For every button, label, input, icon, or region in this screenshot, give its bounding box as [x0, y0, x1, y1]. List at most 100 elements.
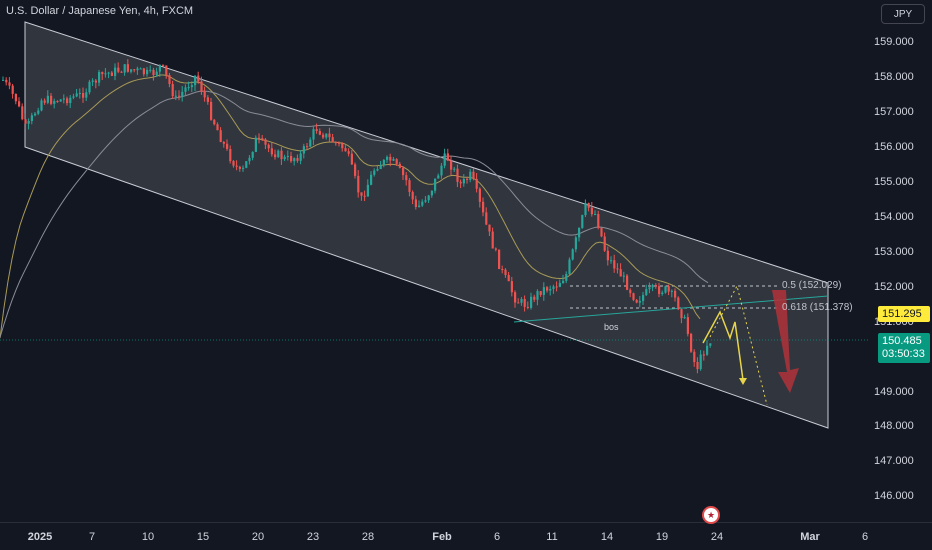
candle-body — [133, 69, 136, 71]
candle-body — [699, 354, 702, 370]
candle-body — [270, 148, 273, 155]
candle-body — [334, 142, 337, 144]
level-price-tag: 151.295 — [878, 306, 930, 322]
projection-path-yellow[interactable] — [702, 310, 744, 381]
candle-body — [174, 95, 177, 97]
candle-body — [200, 81, 203, 92]
bos-label: bos — [604, 322, 619, 332]
symbol-title[interactable]: U.S. Dollar / Japanese Yen, 4h, FXCM — [6, 5, 194, 17]
candle-body — [306, 146, 309, 148]
time-tick: 6 — [861, 531, 869, 543]
candle-body — [248, 157, 251, 162]
candle-body — [210, 101, 213, 120]
candle-body — [382, 159, 385, 166]
candle-body — [325, 133, 328, 138]
candle-body — [437, 175, 440, 179]
candle-body — [408, 180, 411, 192]
candle-body — [510, 281, 513, 293]
candle-body — [178, 95, 181, 97]
candle-body — [34, 113, 37, 116]
candle-body — [126, 64, 129, 72]
candle-body — [318, 131, 321, 135]
candle-body — [56, 101, 59, 103]
fib-05-label: 0.5 (152.029) — [782, 280, 842, 291]
candle-body — [674, 290, 677, 298]
candle-body — [59, 99, 62, 102]
candle-body — [709, 343, 712, 346]
candle-body — [373, 170, 376, 175]
candle-body — [101, 72, 104, 75]
candle-body — [354, 164, 357, 176]
moving-averages — [0, 74, 709, 339]
candle-body — [411, 191, 414, 200]
descending-channel[interactable] — [24, 21, 829, 429]
candle-body — [453, 168, 456, 170]
time-tick: Mar — [800, 531, 820, 543]
candle-body — [686, 317, 689, 334]
candle-body — [389, 156, 392, 161]
candle-body — [459, 181, 462, 184]
candle-body — [696, 361, 699, 370]
time-axis-divider — [0, 522, 932, 523]
candle-body — [552, 286, 555, 289]
candle-body — [94, 80, 97, 83]
candle-body — [30, 115, 33, 122]
candle-body — [539, 291, 542, 295]
candle-body — [98, 72, 101, 83]
candle-body — [107, 72, 110, 74]
candle-body — [149, 69, 152, 71]
candle-body — [14, 93, 17, 102]
price-tick: 154.000 — [874, 211, 914, 223]
candle-body — [40, 100, 43, 111]
candle-body — [258, 137, 261, 139]
candle-body — [488, 224, 491, 232]
candle-body — [85, 92, 88, 98]
candle-body — [520, 298, 523, 303]
candle-body — [229, 148, 232, 162]
candle-body — [466, 178, 469, 180]
candle-body — [190, 85, 193, 88]
candle-body — [222, 141, 225, 144]
candle-body — [146, 69, 149, 75]
candle-body — [424, 200, 427, 202]
candle-body — [587, 203, 590, 208]
candle-body — [526, 306, 529, 308]
bearish-arrow[interactable] — [772, 290, 799, 393]
candle-body — [469, 171, 472, 180]
candle-body — [264, 139, 267, 145]
candle-body — [66, 98, 69, 104]
candle-body — [37, 110, 40, 114]
candle-body — [152, 69, 155, 75]
candle-body — [434, 178, 437, 191]
candle-body — [219, 130, 222, 142]
candle-body — [226, 143, 229, 149]
price-tick: 159.000 — [874, 36, 914, 48]
candle-body — [667, 286, 670, 292]
candle-body — [350, 153, 353, 165]
candle-body — [613, 260, 616, 269]
candle-body — [194, 75, 197, 86]
candle-body — [546, 287, 549, 291]
candle-body — [462, 178, 465, 184]
price-tick: 156.000 — [874, 141, 914, 153]
candle-body — [238, 166, 241, 169]
candle-body — [27, 121, 30, 124]
candle-body — [594, 214, 597, 216]
moving-average-line — [0, 90, 709, 338]
currency-button[interactable]: JPY — [881, 4, 925, 24]
candle-body — [632, 293, 635, 300]
candle-body — [168, 75, 171, 84]
us-flag-icon[interactable]: ★ — [702, 506, 720, 524]
candle-body — [117, 67, 120, 72]
current-price-tag: 150.485 03:50:33 — [878, 333, 930, 363]
candle-body — [568, 259, 571, 274]
candle-body — [274, 154, 277, 158]
candle-body — [626, 275, 629, 290]
price-tick: 149.000 — [874, 386, 914, 398]
time-tick: 28 — [361, 531, 375, 543]
candle-body — [24, 119, 27, 124]
candle-body — [251, 151, 254, 158]
current-price-value: 150.485 — [882, 335, 922, 347]
candle-body — [267, 144, 270, 149]
